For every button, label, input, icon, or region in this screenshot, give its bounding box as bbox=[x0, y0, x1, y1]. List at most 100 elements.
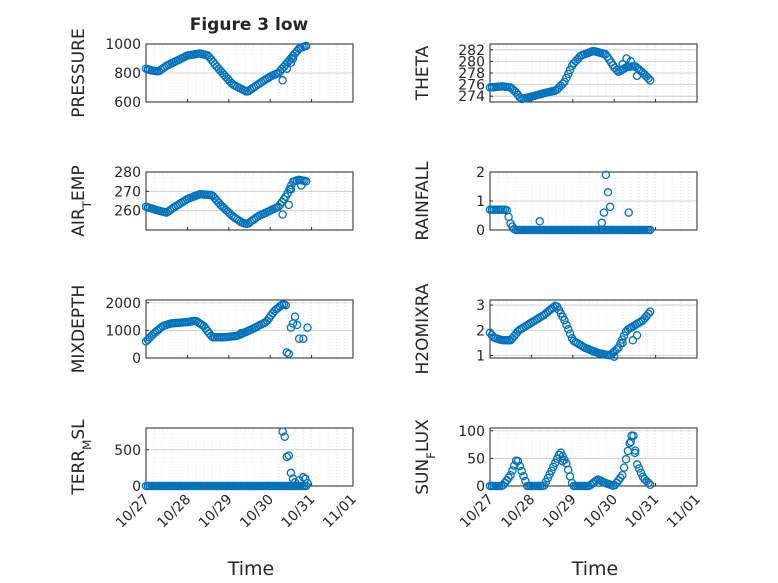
data-point bbox=[563, 69, 573, 79]
data-point bbox=[284, 451, 294, 460]
data-point bbox=[645, 307, 655, 316]
chart-panel-5: 0 1000 2000 MIXDEPTH bbox=[69, 285, 354, 374]
y-tick-label: 280 bbox=[114, 165, 141, 181]
data-point bbox=[636, 468, 646, 477]
data-point bbox=[519, 471, 528, 481]
data-point bbox=[508, 466, 517, 475]
data-point bbox=[645, 480, 655, 490]
y-tick-label: 1 bbox=[476, 194, 485, 210]
data-point bbox=[632, 460, 642, 469]
data-point bbox=[278, 427, 287, 436]
data-point bbox=[619, 463, 629, 472]
data-point bbox=[236, 328, 246, 338]
data-point bbox=[626, 437, 636, 447]
data-point bbox=[281, 300, 290, 310]
y-axis-label: THETA bbox=[413, 45, 433, 101]
y-tick-label: 280 bbox=[458, 54, 485, 70]
y-tick-label: 2 bbox=[476, 165, 485, 181]
data-point bbox=[618, 60, 627, 69]
data-point bbox=[299, 473, 308, 482]
y-tick-label: 2000 bbox=[105, 296, 141, 312]
data-point bbox=[644, 478, 653, 488]
data-point bbox=[554, 450, 564, 460]
data-point bbox=[601, 170, 611, 180]
data-point bbox=[632, 331, 642, 340]
data-point bbox=[618, 338, 627, 348]
data-point bbox=[278, 76, 287, 85]
y-tick-label: 100 bbox=[458, 424, 485, 440]
data-point bbox=[628, 336, 638, 345]
axes-box bbox=[145, 171, 354, 231]
y-tick-label: 600 bbox=[114, 95, 141, 111]
data-point bbox=[563, 325, 573, 334]
data-point bbox=[301, 41, 311, 51]
data-point bbox=[603, 188, 613, 197]
data-point bbox=[292, 320, 302, 330]
y-tick-label: 0 bbox=[476, 479, 485, 495]
data-point bbox=[303, 323, 312, 332]
data-point bbox=[513, 456, 523, 466]
data-point bbox=[288, 54, 298, 63]
data-point bbox=[562, 73, 571, 83]
data-point bbox=[621, 455, 631, 464]
data-point bbox=[626, 323, 636, 332]
y-tick-label: 278 bbox=[458, 66, 485, 82]
y-tick-label: 1 bbox=[476, 348, 485, 364]
data-point bbox=[280, 432, 289, 441]
data-point bbox=[515, 461, 525, 471]
data-point bbox=[504, 473, 513, 482]
axes-box bbox=[145, 299, 354, 359]
data-point bbox=[634, 464, 644, 473]
y-tick-label: 282 bbox=[458, 43, 485, 59]
data-point bbox=[644, 309, 653, 319]
data-point bbox=[618, 470, 627, 480]
y-tick-label: 274 bbox=[458, 89, 485, 105]
y-tick-label: 1000 bbox=[105, 323, 141, 339]
y-tick-label: 1000 bbox=[105, 37, 141, 53]
data-point bbox=[547, 466, 556, 475]
data-point bbox=[286, 58, 296, 68]
data-point bbox=[616, 473, 625, 482]
axes-box bbox=[145, 427, 354, 487]
y-axis-label: MIXDEPTH bbox=[69, 285, 89, 374]
data-point bbox=[605, 202, 615, 212]
y-tick-label: 0 bbox=[132, 351, 141, 367]
data-point bbox=[506, 470, 515, 480]
data-point bbox=[645, 225, 655, 235]
chart-panel-1: 600 800 1000 PRESSURE bbox=[69, 28, 354, 118]
y-axis-label: RAINFALL bbox=[413, 161, 433, 241]
x-axis-label-left: Time bbox=[227, 558, 275, 580]
data-point bbox=[278, 210, 287, 219]
chart-panel-4: 0 1 2 RAINFALL bbox=[413, 161, 698, 241]
data-point bbox=[549, 462, 558, 472]
data-point bbox=[597, 218, 607, 228]
data-point bbox=[286, 185, 296, 194]
y-axis-label: H2OMIXRA bbox=[413, 283, 433, 374]
data-point bbox=[286, 468, 296, 478]
data-point bbox=[622, 54, 631, 63]
data-point bbox=[301, 177, 311, 186]
data-point bbox=[282, 64, 292, 73]
y-tick-label: 276 bbox=[458, 78, 485, 94]
data-point bbox=[565, 329, 575, 339]
data-point bbox=[290, 478, 300, 487]
data-point bbox=[632, 71, 642, 81]
data-point bbox=[282, 348, 292, 357]
figure-title: Figure 3 low bbox=[190, 15, 309, 35]
data-point bbox=[299, 334, 308, 343]
data-point bbox=[565, 65, 575, 75]
data-point bbox=[303, 478, 312, 488]
data-point bbox=[282, 452, 292, 462]
data-point bbox=[626, 57, 636, 66]
data-point bbox=[562, 320, 571, 329]
data-point bbox=[294, 334, 304, 343]
data-point bbox=[284, 200, 294, 210]
data-point bbox=[624, 208, 633, 217]
data-point bbox=[645, 76, 655, 85]
data-point bbox=[630, 448, 640, 458]
data-point bbox=[558, 79, 567, 88]
data-point bbox=[297, 181, 306, 190]
